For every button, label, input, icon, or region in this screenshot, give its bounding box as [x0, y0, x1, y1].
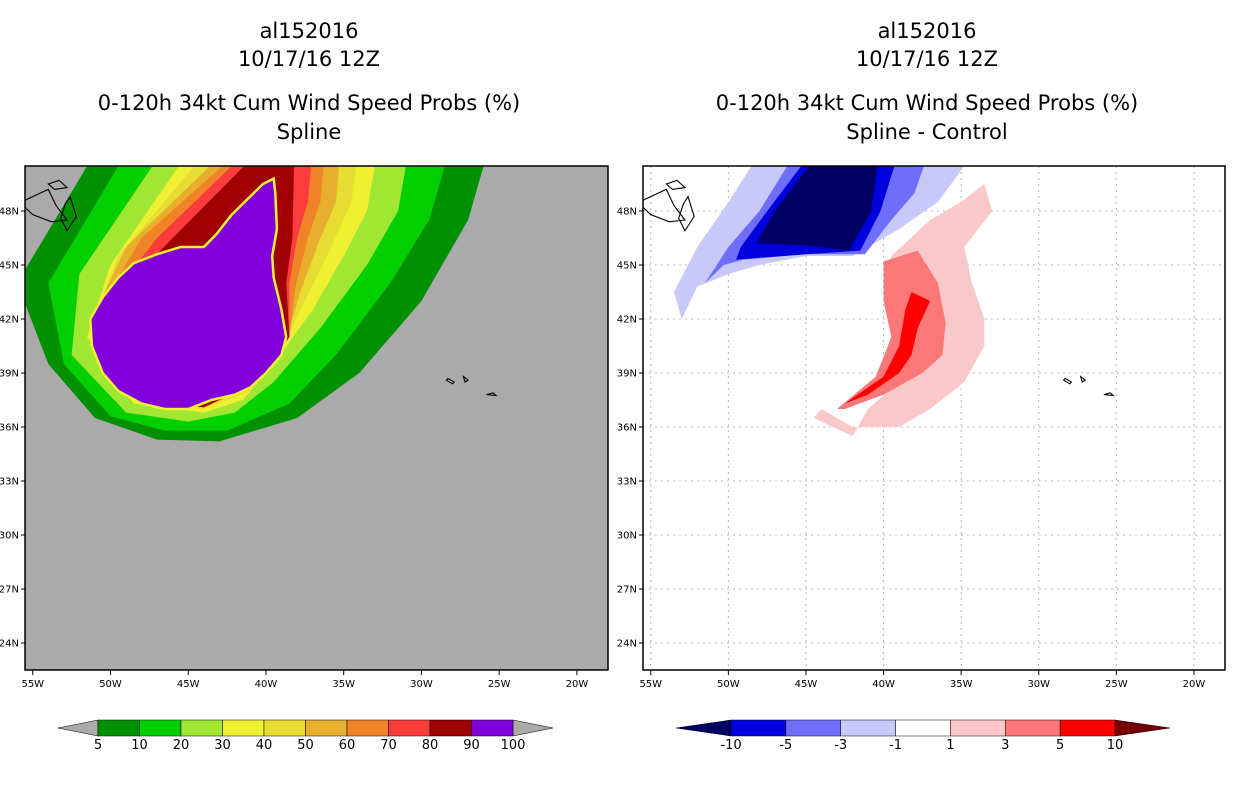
y-tick-label: 30N — [0, 531, 19, 542]
x-tick-label: 50W — [99, 679, 122, 690]
x-tick-label: 45W — [795, 679, 818, 690]
y-tick-label: 27N — [617, 585, 637, 596]
colorbar-label: 40 — [256, 738, 273, 753]
colorbar-right: -10 -5 -3 -1 1 3 5 10 — [676, 720, 1170, 753]
y-tick-label: 42N — [617, 315, 637, 326]
colorbar-label: 3 — [1001, 738, 1009, 753]
colorbar-segment — [306, 720, 348, 736]
colorbar-label: 70 — [380, 738, 397, 753]
colorbar-segment — [181, 720, 223, 736]
colorbar-segment — [731, 720, 786, 736]
title-right-line4: Spline - Control — [846, 120, 1007, 144]
y-tick-label: 24N — [617, 639, 637, 650]
x-tick-label: 30W — [1027, 679, 1050, 690]
colorbar-segment — [389, 720, 431, 736]
colorbar-label: 1 — [946, 738, 954, 753]
colorbar-segment — [98, 720, 140, 736]
y-tick-label: 24N — [0, 639, 19, 650]
x-tick-label: 20W — [1183, 679, 1206, 690]
panel-left: al152016 10/17/16 12Z 0-120h 34kt Cum Wi… — [0, 19, 624, 753]
y-tick-label: 48N — [0, 207, 19, 218]
colorbar-label: 100 — [501, 738, 526, 753]
colorbar-label: -5 — [779, 738, 792, 753]
x-tick-label: 35W — [950, 679, 973, 690]
colorbar-label: 50 — [297, 738, 314, 753]
colorbar-over-arrow — [513, 720, 553, 736]
colorbar-over-arrow — [1115, 720, 1170, 736]
coastline-shape — [610, 573, 615, 577]
title-left-line3: 0-120h 34kt Cum Wind Speed Probs (%) — [98, 91, 520, 115]
x-tick-label: 45W — [177, 679, 200, 690]
y-tick-label: 42N — [0, 315, 19, 326]
x-tick-label: 20W — [566, 679, 589, 690]
colorbar-label: -1 — [889, 738, 902, 753]
colorbar-segment — [786, 720, 841, 736]
title-left-line1: al152016 — [260, 19, 359, 43]
x-tick-label: 40W — [255, 679, 278, 690]
colorbar-segment — [347, 720, 389, 736]
title-left-line4: Spline — [277, 120, 342, 144]
y-tick-label: 36N — [617, 423, 637, 434]
y-tick-label: 48N — [617, 207, 637, 218]
colorbar-label: 5 — [1056, 738, 1064, 753]
colorbar-label: 80 — [422, 738, 439, 753]
colorbar-segment — [264, 720, 306, 736]
colorbar-segment — [223, 720, 265, 736]
colorbar-label: 10 — [131, 738, 148, 753]
colorbar-segment — [1060, 720, 1115, 736]
coastline-shape — [619, 557, 624, 561]
y-tick-label: 33N — [0, 477, 19, 488]
colorbar-segment — [140, 720, 182, 736]
colorbar-under-arrow — [58, 720, 98, 736]
colorbar-label: 10 — [1107, 738, 1124, 753]
panel-right: al152016 10/17/16 12Z 0-120h 34kt Cum Wi… — [617, 19, 1236, 753]
x-tick-label: 55W — [639, 679, 662, 690]
y-tick-label: 36N — [0, 423, 19, 434]
colorbar-left: 5 10 20 30 40 50 60 70 80 90 100 — [58, 720, 553, 753]
y-tick-label: 45N — [0, 261, 19, 272]
colorbar-label: 90 — [463, 738, 480, 753]
x-tick-label: 40W — [872, 679, 895, 690]
title-left-line2: 10/17/16 12Z — [238, 47, 380, 71]
colorbar-label: -3 — [834, 738, 847, 753]
y-tick-label: 30N — [617, 531, 637, 542]
title-right-line2: 10/17/16 12Z — [856, 47, 998, 71]
colorbar-label: 5 — [94, 738, 102, 753]
colorbar-segment — [1005, 720, 1060, 736]
colorbar-segment — [896, 720, 951, 736]
colorbar-segment — [950, 720, 1005, 736]
coastline-shape — [1227, 573, 1232, 577]
x-tick-label: 25W — [488, 679, 511, 690]
colorbar-segment — [472, 720, 514, 736]
colorbar-label: 60 — [339, 738, 356, 753]
y-tick-label: 27N — [0, 585, 19, 596]
colorbar-segment — [841, 720, 896, 736]
x-tick-label: 30W — [410, 679, 433, 690]
colorbar-label: -10 — [720, 738, 741, 753]
colorbar-label: 20 — [173, 738, 190, 753]
y-tick-label: 45N — [617, 261, 637, 272]
title-right-line1: al152016 — [878, 19, 977, 43]
x-tick-label: 25W — [1105, 679, 1128, 690]
y-tick-label: 39N — [617, 369, 637, 380]
colorbar-under-arrow — [676, 720, 731, 736]
colorbar-segment — [430, 720, 472, 736]
y-tick-label: 33N — [617, 477, 637, 488]
title-right-line3: 0-120h 34kt Cum Wind Speed Probs (%) — [716, 91, 1138, 115]
x-tick-label: 50W — [717, 679, 740, 690]
y-tick-label: 39N — [0, 369, 19, 380]
x-tick-label: 55W — [21, 679, 44, 690]
x-tick-label: 35W — [332, 679, 355, 690]
colorbar-label: 30 — [214, 738, 231, 753]
